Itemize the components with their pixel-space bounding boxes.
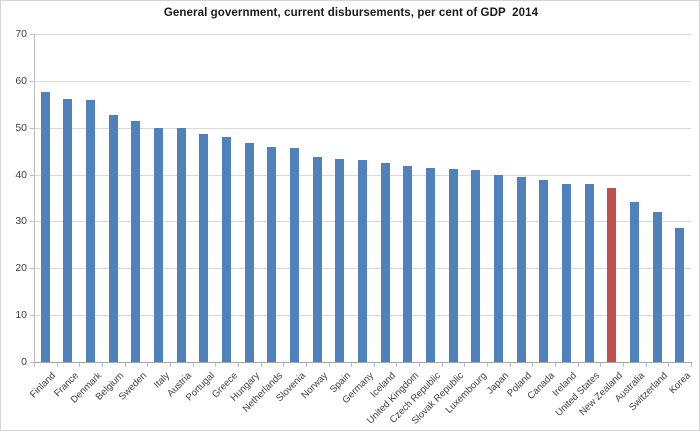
bar[interactable] bbox=[675, 227, 685, 362]
bar[interactable] bbox=[244, 143, 254, 362]
bar[interactable] bbox=[335, 159, 345, 362]
bar[interactable] bbox=[425, 168, 435, 362]
y-axis-tick-mark bbox=[30, 221, 34, 222]
gridline bbox=[34, 81, 691, 82]
bar[interactable] bbox=[267, 146, 277, 362]
x-axis-tick-mark bbox=[464, 363, 465, 367]
bar[interactable] bbox=[154, 127, 164, 362]
gridline bbox=[34, 128, 691, 129]
y-axis-tick-label: 70 bbox=[15, 28, 27, 40]
bar[interactable] bbox=[607, 187, 617, 362]
bar[interactable] bbox=[448, 168, 458, 362]
x-axis-tick-mark bbox=[34, 363, 35, 367]
x-axis-tick-mark bbox=[600, 363, 601, 367]
y-axis-tick-label: 30 bbox=[15, 215, 27, 227]
x-axis-tick-mark bbox=[215, 363, 216, 367]
x-axis-tick-mark bbox=[487, 363, 488, 367]
y-axis-tick-mark bbox=[30, 362, 34, 363]
bar[interactable] bbox=[629, 201, 639, 362]
x-axis-tick-mark bbox=[79, 363, 80, 367]
x-axis-tick-mark bbox=[261, 363, 262, 367]
bar[interactable] bbox=[40, 91, 50, 362]
bar[interactable] bbox=[403, 166, 413, 362]
x-axis-tick-mark bbox=[578, 363, 579, 367]
bar[interactable] bbox=[131, 121, 141, 362]
x-axis-tick-mark bbox=[419, 363, 420, 367]
x-axis-tick-mark bbox=[170, 363, 171, 367]
bar[interactable] bbox=[358, 160, 367, 362]
x-axis-line bbox=[34, 362, 692, 363]
bar[interactable] bbox=[222, 136, 232, 362]
x-axis-tick-mark bbox=[646, 363, 647, 367]
bar[interactable] bbox=[652, 212, 662, 362]
x-axis-tick-mark bbox=[510, 363, 511, 367]
y-axis-tick-label: 40 bbox=[15, 169, 27, 181]
y-axis-tick-label: 50 bbox=[15, 122, 27, 134]
bar[interactable] bbox=[312, 156, 322, 362]
x-axis-tick-mark bbox=[238, 363, 239, 367]
x-axis-tick-mark bbox=[351, 363, 352, 367]
bar[interactable] bbox=[471, 169, 481, 362]
y-axis-tick-mark bbox=[30, 34, 34, 35]
bar[interactable] bbox=[199, 133, 209, 362]
bar[interactable] bbox=[380, 162, 390, 362]
x-axis-tick-mark bbox=[396, 363, 397, 367]
y-axis-tick-mark bbox=[30, 81, 34, 82]
bar[interactable] bbox=[584, 184, 594, 362]
x-axis-tick-mark bbox=[329, 363, 330, 367]
y-axis-line bbox=[34, 34, 35, 363]
y-axis-tick-mark bbox=[30, 315, 34, 316]
x-axis-tick-mark bbox=[374, 363, 375, 367]
bar[interactable] bbox=[516, 177, 526, 362]
x-axis-tick-mark bbox=[623, 363, 624, 367]
bar[interactable] bbox=[539, 179, 549, 362]
bar[interactable] bbox=[493, 175, 503, 362]
bar[interactable] bbox=[63, 99, 73, 362]
x-axis-tick-mark bbox=[532, 363, 533, 367]
x-axis-tick-mark bbox=[283, 363, 284, 367]
x-axis-tick-mark bbox=[442, 363, 443, 367]
x-axis-tick-mark bbox=[102, 363, 103, 367]
x-axis-tick-mark bbox=[147, 363, 148, 367]
x-axis-tick-mark bbox=[668, 363, 669, 367]
bar[interactable] bbox=[86, 100, 96, 362]
gridline bbox=[34, 34, 691, 35]
chart-title: General government, current disbursement… bbox=[163, 7, 539, 19]
y-axis-tick-label: 60 bbox=[15, 75, 27, 87]
bar[interactable] bbox=[108, 115, 118, 362]
bar[interactable] bbox=[176, 127, 186, 362]
y-axis-tick-label: 10 bbox=[15, 309, 27, 321]
x-axis-tick-mark bbox=[306, 363, 307, 367]
x-axis-tick-mark bbox=[57, 363, 58, 367]
y-axis-tick-mark bbox=[30, 175, 34, 176]
x-axis-tick-mark bbox=[555, 363, 556, 367]
bar[interactable] bbox=[561, 183, 571, 362]
bar[interactable] bbox=[290, 148, 300, 362]
x-axis-tick-mark bbox=[193, 363, 194, 367]
y-axis-tick-mark bbox=[30, 128, 34, 129]
x-axis-tick-mark bbox=[125, 363, 126, 367]
x-axis-tick-mark bbox=[691, 363, 692, 367]
y-axis-tick-label: 20 bbox=[15, 262, 27, 274]
y-axis-tick-mark bbox=[30, 268, 34, 269]
y-axis-tick-label: 0 bbox=[21, 356, 27, 368]
